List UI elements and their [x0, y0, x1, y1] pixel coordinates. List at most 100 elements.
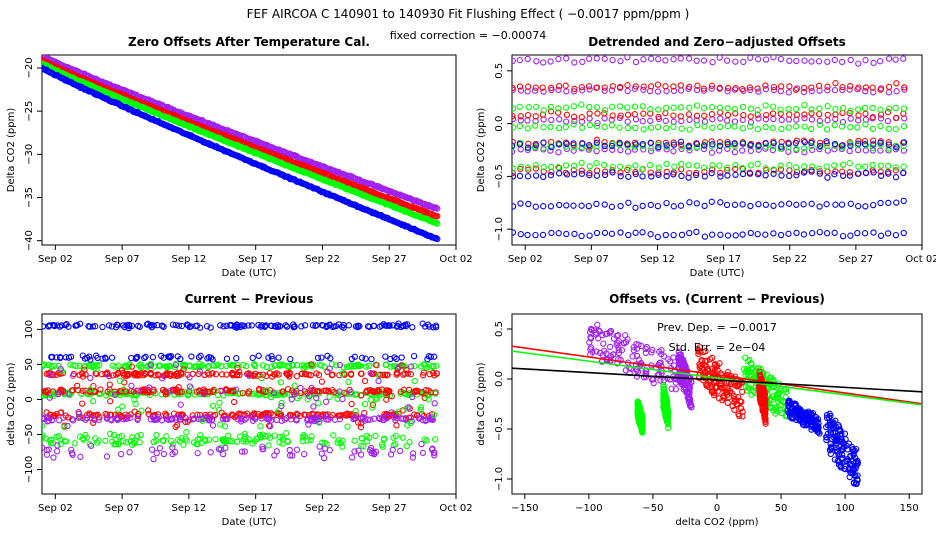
- data-point: [251, 390, 258, 397]
- data-point: [777, 162, 784, 169]
- data-point: [670, 56, 677, 63]
- data-point: [655, 164, 662, 171]
- data-point: [332, 362, 340, 369]
- data-point: [347, 371, 355, 378]
- data-point: [407, 371, 415, 378]
- data-point: [540, 173, 547, 181]
- data-point: [755, 142, 762, 149]
- data-point: [175, 384, 182, 391]
- data-point: [109, 372, 117, 379]
- data-point: [693, 86, 701, 94]
- figure-subtitle: fixed correction = −0.00074: [390, 29, 547, 42]
- x-tick-label: Oct 02: [439, 503, 472, 514]
- data-point: [709, 365, 716, 372]
- data-point: [562, 82, 569, 89]
- data-point: [838, 142, 846, 149]
- data-point: [601, 110, 608, 117]
- data-point: [847, 56, 854, 64]
- data-point: [877, 115, 885, 122]
- data-point: [649, 346, 656, 354]
- data-point: [762, 116, 770, 123]
- data-point: [763, 371, 771, 378]
- data-point: [717, 109, 724, 116]
- data-point: [786, 57, 793, 64]
- data-point: [187, 323, 195, 330]
- data-point: [267, 393, 275, 401]
- data-point: [272, 362, 279, 369]
- data-point: [662, 104, 670, 112]
- data-point: [308, 361, 315, 368]
- data-point: [73, 322, 80, 329]
- data-point: [808, 58, 815, 65]
- data-point: [799, 421, 807, 428]
- data-point: [556, 116, 563, 123]
- data-point: [716, 104, 724, 111]
- data-point: [368, 404, 376, 411]
- data-point: [838, 123, 846, 130]
- data-point: [338, 412, 345, 419]
- data-point: [762, 123, 769, 131]
- data-point: [241, 448, 248, 455]
- data-point: [854, 146, 862, 154]
- data-point: [418, 440, 425, 448]
- data-point: [609, 83, 616, 90]
- data-point: [570, 202, 577, 209]
- data-point: [409, 454, 417, 461]
- data-point: [586, 103, 593, 111]
- data-point: [570, 88, 578, 95]
- data-point: [119, 322, 127, 329]
- data-point: [186, 374, 193, 381]
- data-point: [762, 420, 769, 427]
- data-point: [51, 363, 58, 370]
- data-point: [532, 162, 539, 169]
- data-point: [724, 111, 732, 119]
- data-point: [512, 105, 517, 112]
- x-tick-label: −100: [575, 503, 602, 514]
- data-point: [586, 115, 593, 122]
- data-point: [678, 380, 685, 388]
- data-point: [293, 446, 301, 453]
- data-point: [401, 370, 408, 377]
- data-point: [409, 324, 416, 331]
- data-point: [115, 406, 122, 413]
- data-point: [234, 361, 241, 368]
- data-point: [146, 384, 153, 391]
- data-point: [433, 219, 440, 226]
- data-point: [786, 162, 793, 169]
- data-point: [426, 371, 433, 378]
- data-point: [160, 450, 168, 458]
- data-point: [350, 363, 357, 370]
- data-point: [647, 106, 654, 113]
- data-point: [769, 375, 776, 383]
- data-point: [606, 343, 614, 351]
- data-point: [83, 414, 91, 422]
- data-point: [793, 57, 800, 65]
- data-point: [747, 55, 754, 61]
- data-point: [328, 372, 336, 379]
- data-point: [723, 117, 731, 124]
- data-point: [678, 166, 685, 173]
- data-point: [539, 84, 546, 91]
- data-point: [708, 82, 716, 89]
- data-point: [376, 388, 383, 395]
- data-point: [427, 389, 434, 396]
- data-point: [854, 124, 861, 131]
- data-point: [855, 84, 862, 91]
- data-point: [347, 389, 355, 396]
- data-point: [263, 387, 270, 394]
- data-point: [642, 349, 650, 357]
- data-point: [801, 163, 808, 170]
- data-point: [869, 137, 877, 144]
- data-point: [87, 442, 95, 449]
- data-point: [861, 230, 869, 237]
- data-point: [361, 400, 369, 408]
- data-point: [579, 58, 586, 66]
- data-point: [70, 417, 77, 424]
- data-point: [405, 386, 413, 394]
- data-point: [640, 110, 647, 117]
- data-point: [173, 370, 180, 378]
- data-point: [92, 352, 100, 359]
- data-point: [392, 432, 399, 440]
- data-point: [298, 370, 305, 378]
